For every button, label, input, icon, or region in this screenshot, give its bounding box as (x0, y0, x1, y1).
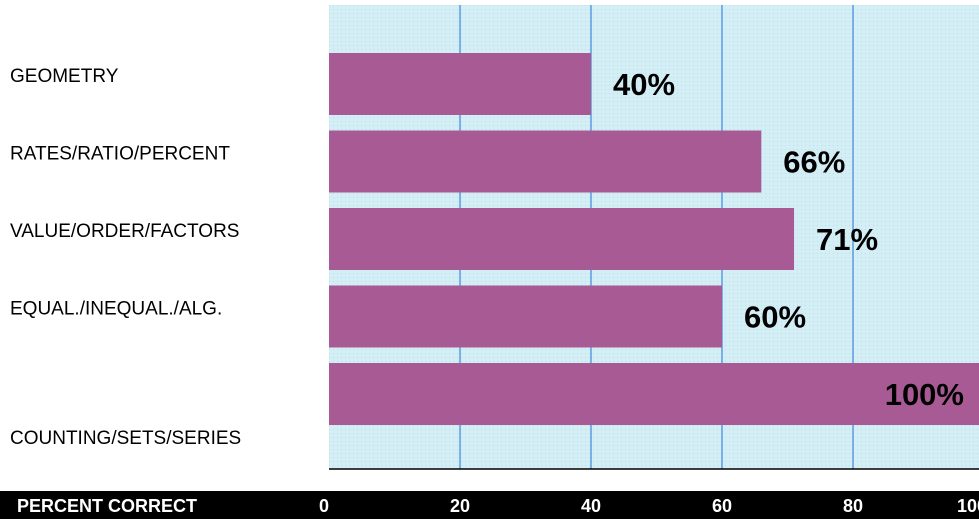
x-tick-label: 40 (581, 496, 601, 516)
category-labels: GEOMETRY RATES/RATIO/PERCENT VALUE/ORDER/F… (10, 66, 241, 449)
x-tick-label: 100 (957, 496, 979, 516)
x-tick-label: 20 (450, 496, 470, 516)
x-tick-labels: 0 20 40 60 80 100 (319, 496, 979, 516)
bar (329, 130, 762, 193)
category-label: EQUAL./INEQUAL./ALG. (10, 299, 222, 320)
x-axis-title: PERCENT CORRECT (17, 496, 197, 516)
data-label: 66% (783, 145, 845, 180)
x-tick-label: 80 (843, 496, 863, 516)
bar (329, 285, 722, 348)
category-label: VALUE/ORDER/FACTORS (10, 221, 239, 242)
bar (329, 208, 795, 270)
category-label: COUNTING/SETS/SERIES (10, 428, 241, 449)
x-tick-label: 0 (319, 496, 329, 516)
data-label: 40% (613, 67, 675, 102)
bars (329, 53, 979, 425)
data-label: 71% (816, 222, 878, 257)
data-labels: 40% 66% 71% 60% 100% (613, 67, 964, 412)
data-label: 100% (885, 377, 964, 412)
x-axis-band (0, 491, 979, 519)
bar (329, 53, 591, 115)
x-tick-label: 60 (712, 496, 732, 516)
data-label: 60% (744, 300, 806, 335)
category-label: RATES/RATIO/PERCENT (10, 144, 230, 165)
bar (329, 363, 979, 425)
category-label: GEOMETRY (10, 66, 119, 87)
